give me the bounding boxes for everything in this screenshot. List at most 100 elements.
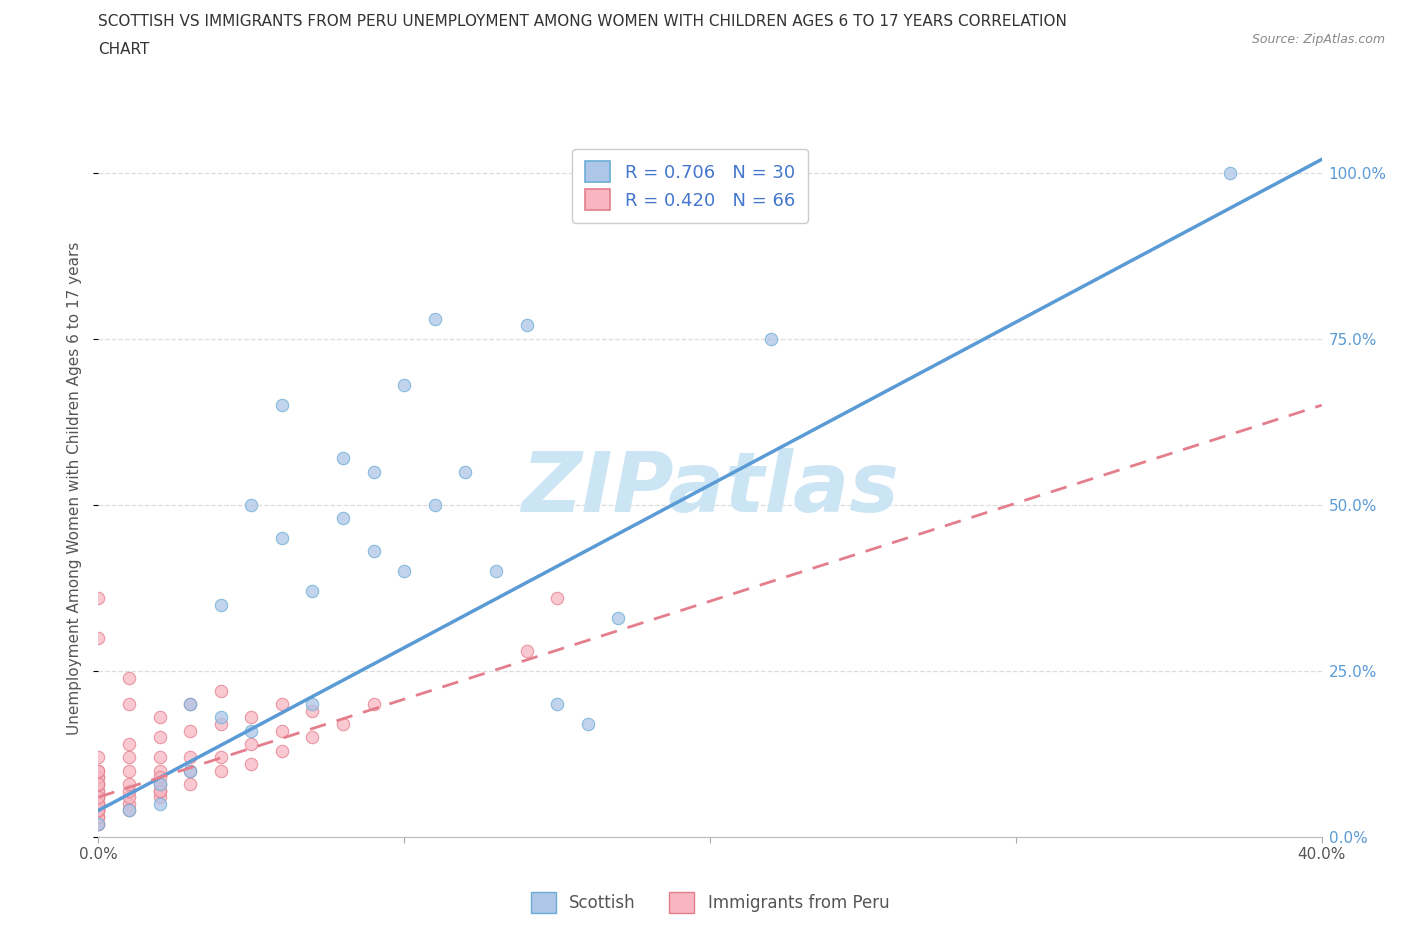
Point [87, 750, 110, 764]
Point [179, 777, 201, 791]
Point [118, 783, 141, 798]
Point [87, 817, 110, 831]
Point [209, 717, 232, 732]
Point [454, 464, 477, 479]
Point [179, 764, 201, 778]
Point [516, 644, 538, 658]
Point [270, 531, 292, 546]
Point [149, 777, 172, 791]
Point [118, 803, 141, 817]
Point [332, 717, 354, 732]
Point [118, 777, 141, 791]
Point [332, 451, 354, 466]
Point [149, 790, 172, 804]
Point [240, 737, 263, 751]
Point [209, 710, 232, 724]
Point [87, 803, 110, 817]
Point [240, 756, 263, 771]
Point [392, 564, 416, 578]
Point [118, 737, 141, 751]
Point [87, 777, 110, 791]
Point [392, 378, 416, 392]
Point [87, 810, 110, 825]
Point [149, 764, 172, 778]
Point [149, 750, 172, 764]
Point [546, 697, 568, 711]
Point [270, 724, 292, 738]
Point [149, 770, 172, 785]
Point [87, 803, 110, 817]
Point [301, 730, 323, 745]
Point [149, 796, 172, 811]
Point [607, 610, 630, 625]
Point [209, 597, 232, 612]
Text: Source: ZipAtlas.com: Source: ZipAtlas.com [1251, 33, 1385, 46]
Point [363, 464, 385, 479]
Point [118, 697, 141, 711]
Y-axis label: Unemployment Among Women with Children Ages 6 to 17 years: Unemployment Among Women with Children A… [67, 242, 83, 735]
Point [363, 697, 385, 711]
Point [179, 750, 201, 764]
Point [209, 750, 232, 764]
Point [87, 591, 110, 605]
Point [270, 697, 292, 711]
Point [87, 790, 110, 804]
Point [118, 803, 141, 817]
Point [87, 790, 110, 804]
Point [270, 398, 292, 413]
Point [87, 796, 110, 811]
Legend: Scottish, Immigrants from Peru: Scottish, Immigrants from Peru [524, 885, 896, 920]
Point [301, 703, 323, 718]
Point [423, 312, 446, 326]
Point [149, 783, 172, 798]
Point [240, 498, 263, 512]
Point [301, 584, 323, 599]
Point [87, 770, 110, 785]
Point [240, 724, 263, 738]
Point [118, 790, 141, 804]
Point [363, 544, 385, 559]
Point [87, 783, 110, 798]
Point [1219, 166, 1241, 180]
Point [423, 498, 446, 512]
Point [485, 564, 508, 578]
Point [87, 631, 110, 645]
Point [118, 750, 141, 764]
Point [87, 764, 110, 778]
Point [118, 796, 141, 811]
Point [240, 710, 263, 724]
Point [209, 684, 232, 698]
Point [87, 796, 110, 811]
Point [87, 817, 110, 831]
Point [301, 697, 323, 711]
Point [87, 777, 110, 791]
Text: ZIPatlas: ZIPatlas [522, 447, 898, 529]
Point [87, 817, 110, 831]
Point [118, 764, 141, 778]
Point [87, 764, 110, 778]
Point [87, 790, 110, 804]
Point [118, 671, 141, 685]
Point [179, 724, 201, 738]
Point [149, 777, 172, 791]
Text: SCOTTISH VS IMMIGRANTS FROM PERU UNEMPLOYMENT AMONG WOMEN WITH CHILDREN AGES 6 T: SCOTTISH VS IMMIGRANTS FROM PERU UNEMPLO… [98, 14, 1067, 29]
Text: CHART: CHART [98, 42, 150, 57]
Point [209, 764, 232, 778]
Point [516, 318, 538, 333]
Point [87, 810, 110, 825]
Point [87, 783, 110, 798]
Point [87, 796, 110, 811]
Point [576, 717, 599, 732]
Point [149, 783, 172, 798]
Point [87, 803, 110, 817]
Point [87, 770, 110, 785]
Point [270, 743, 292, 758]
Point [179, 764, 201, 778]
Point [87, 803, 110, 817]
Point [332, 511, 354, 525]
Point [179, 697, 201, 711]
Point [546, 591, 568, 605]
Point [149, 730, 172, 745]
Point [179, 697, 201, 711]
Point [87, 777, 110, 791]
